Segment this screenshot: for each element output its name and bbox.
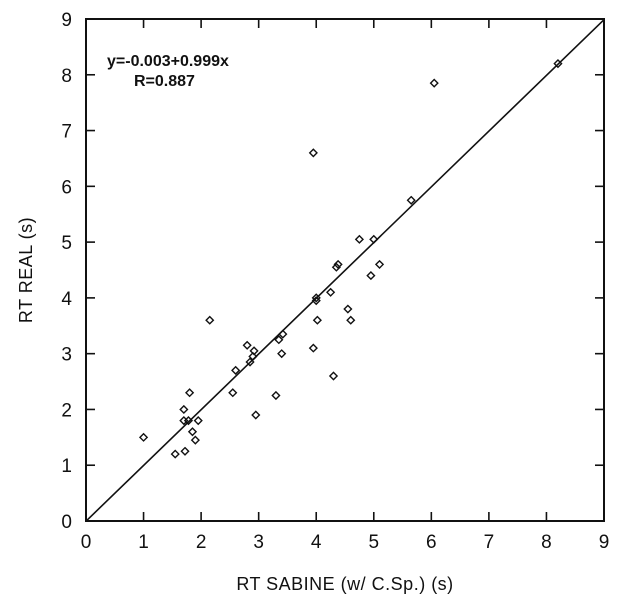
data-point xyxy=(277,349,287,359)
data-point xyxy=(249,346,259,356)
data-point xyxy=(245,357,255,367)
x-tick-label: 9 xyxy=(599,532,610,553)
x-axis-title: RT SABINE (w/ C.Sp.) (s) xyxy=(236,574,453,594)
data-point xyxy=(248,351,258,362)
x-tick-label: 8 xyxy=(541,532,552,553)
data-point xyxy=(326,287,336,297)
data-point xyxy=(274,335,284,345)
data-point xyxy=(183,416,194,426)
data-point xyxy=(354,234,364,244)
data-point xyxy=(312,315,322,325)
x-tick-label: 3 xyxy=(253,532,264,553)
data-point xyxy=(231,365,241,375)
data-point xyxy=(179,404,189,415)
data-point xyxy=(180,446,190,456)
data-point xyxy=(553,59,563,69)
y-tick-label: 5 xyxy=(61,233,72,254)
data-point xyxy=(228,388,238,398)
data-point xyxy=(343,304,353,314)
x-tick-label: 5 xyxy=(368,532,379,553)
x-tick-label: 2 xyxy=(196,532,207,553)
plot-area: 0 1 2 3 4 5 6 7 8 9 0 1 2 3 4 5 6 7 8 9 xyxy=(61,10,609,553)
data-point xyxy=(369,234,379,244)
data-point xyxy=(429,78,439,88)
data-point xyxy=(278,329,288,339)
data-point xyxy=(374,259,385,270)
data-point xyxy=(406,195,416,205)
x-tick-label: 6 xyxy=(426,532,437,553)
data-point xyxy=(308,148,318,158)
data-point xyxy=(346,315,356,325)
y-tick-label: 4 xyxy=(61,289,72,310)
data-point xyxy=(251,410,261,420)
data-point xyxy=(187,427,198,437)
data-point xyxy=(311,293,321,303)
y-tick-label: 8 xyxy=(61,66,72,87)
x-tick-label: 7 xyxy=(484,532,495,553)
data-point xyxy=(333,259,343,270)
y-tick-label: 3 xyxy=(61,345,72,366)
data-point xyxy=(170,449,180,459)
y-tick-label: 1 xyxy=(61,456,72,477)
data-point xyxy=(205,315,215,325)
data-point xyxy=(242,340,252,350)
y-tick-label: 7 xyxy=(61,122,72,143)
data-point xyxy=(185,388,195,398)
y-tick-label: 6 xyxy=(61,177,72,198)
data-point xyxy=(193,416,203,426)
data-point xyxy=(366,270,376,281)
data-point xyxy=(190,435,200,445)
correlation-coefficient: R=0.887 xyxy=(134,73,195,90)
data-point xyxy=(331,262,341,272)
plot-frame xyxy=(85,18,605,522)
y-axis-title: RT REAL (s) xyxy=(16,217,36,323)
data-point xyxy=(328,371,339,381)
y-tick-label: 0 xyxy=(61,512,72,533)
y-tick-label: 9 xyxy=(61,10,72,31)
regression-line xyxy=(85,19,605,522)
y-tick-label: 2 xyxy=(61,400,72,421)
x-tick-label: 1 xyxy=(138,532,149,553)
x-tick-label: 0 xyxy=(81,532,92,553)
regression-equation: y=-0.003+0.999x xyxy=(107,53,229,70)
data-point xyxy=(138,432,149,442)
data-point xyxy=(271,390,281,401)
data-point xyxy=(308,343,318,353)
x-tick-label: 4 xyxy=(311,532,322,553)
